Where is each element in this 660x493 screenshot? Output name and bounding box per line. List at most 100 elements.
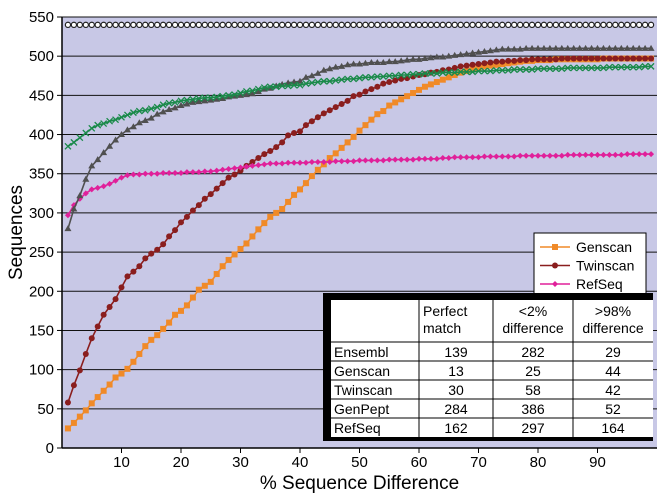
- data-point: [481, 60, 488, 67]
- data-point: [469, 21, 476, 29]
- data-point: [582, 55, 589, 62]
- data-point: [605, 63, 613, 71]
- data-point: [379, 73, 387, 81]
- data-point: [70, 21, 78, 29]
- data-point: [534, 65, 542, 73]
- data-point: [493, 58, 500, 65]
- data-point: [481, 63, 488, 70]
- data-point: [397, 71, 405, 79]
- data-point: [367, 58, 375, 65]
- data-point: [356, 157, 363, 164]
- data-point: [106, 381, 113, 388]
- data-point: [599, 64, 607, 72]
- data-point: [451, 51, 459, 58]
- data-point: [70, 205, 78, 212]
- data-point: [564, 64, 572, 72]
- data-point: [273, 209, 280, 216]
- data-point: [178, 219, 184, 226]
- data-point: [392, 77, 399, 84]
- data-point: [511, 57, 518, 64]
- data-point: [273, 21, 280, 29]
- data-point: [641, 21, 649, 29]
- data-point: [148, 170, 155, 177]
- data-point: [492, 46, 500, 53]
- data-point: [546, 65, 554, 73]
- data-point: [76, 134, 84, 142]
- data-point: [70, 419, 77, 426]
- data-point: [64, 142, 72, 150]
- data-point: [225, 21, 232, 29]
- data-point: [427, 155, 434, 162]
- data-point: [636, 55, 643, 62]
- data-point: [195, 202, 202, 209]
- data-point: [166, 319, 173, 326]
- data-point: [135, 119, 143, 126]
- data-point: [641, 62, 649, 70]
- data-point: [398, 156, 405, 163]
- table-cell: 30: [448, 382, 464, 398]
- data-point: [201, 282, 208, 289]
- data-table: Perfectmatch<2%difference>98%differenceE…: [323, 293, 653, 441]
- data-point: [367, 73, 375, 81]
- data-point: [142, 21, 149, 29]
- data-point: [445, 74, 452, 81]
- data-point: [410, 90, 417, 97]
- data-point: [123, 111, 131, 119]
- data-point: [82, 21, 90, 29]
- data-point: [255, 162, 262, 169]
- data-point: [100, 149, 108, 156]
- data-point: [588, 151, 595, 158]
- data-point: [516, 45, 524, 52]
- data-point: [480, 47, 488, 54]
- legend-item: Genscan: [540, 239, 632, 255]
- data-point: [273, 160, 280, 167]
- data-point: [427, 21, 435, 29]
- data-point: [398, 96, 405, 103]
- data-point: [94, 156, 102, 163]
- data-point: [415, 21, 423, 29]
- data-point: [582, 44, 590, 51]
- data-point: [552, 152, 559, 159]
- data-point: [171, 21, 179, 29]
- data-point: [267, 21, 274, 29]
- data-point: [594, 55, 601, 62]
- data-point: [320, 110, 327, 117]
- data-point: [243, 21, 250, 29]
- data-point: [362, 157, 369, 164]
- data-point: [166, 169, 173, 176]
- data-point: [273, 144, 280, 151]
- data-point: [124, 21, 131, 29]
- data-point: [261, 161, 268, 168]
- data-point: [505, 21, 512, 29]
- data-point: [344, 158, 351, 165]
- data-point: [570, 21, 577, 29]
- data-point: [124, 365, 131, 372]
- data-point: [219, 21, 226, 29]
- y-tick-label: 250: [29, 244, 54, 261]
- data-point: [576, 151, 583, 158]
- data-point: [302, 122, 309, 129]
- data-point: [552, 56, 559, 63]
- data-point: [451, 69, 459, 77]
- data-point: [142, 255, 149, 262]
- data-point: [308, 72, 316, 79]
- data-point: [635, 44, 643, 51]
- data-point: [136, 263, 143, 270]
- data-point: [308, 79, 316, 87]
- data-point: [64, 225, 72, 232]
- table-header-cell: Perfect: [423, 303, 467, 319]
- data-point: [630, 21, 637, 29]
- data-point: [499, 58, 506, 65]
- data-point: [297, 128, 303, 135]
- data-point: [160, 325, 167, 332]
- data-point: [338, 76, 346, 84]
- data-point: [279, 139, 286, 146]
- legend-label: RefSeq: [576, 276, 623, 292]
- data-point: [528, 44, 536, 51]
- table-cell: 386: [521, 401, 545, 417]
- data-point: [296, 77, 304, 84]
- data-point: [76, 413, 83, 420]
- data-point: [201, 21, 208, 29]
- data-point: [570, 151, 577, 158]
